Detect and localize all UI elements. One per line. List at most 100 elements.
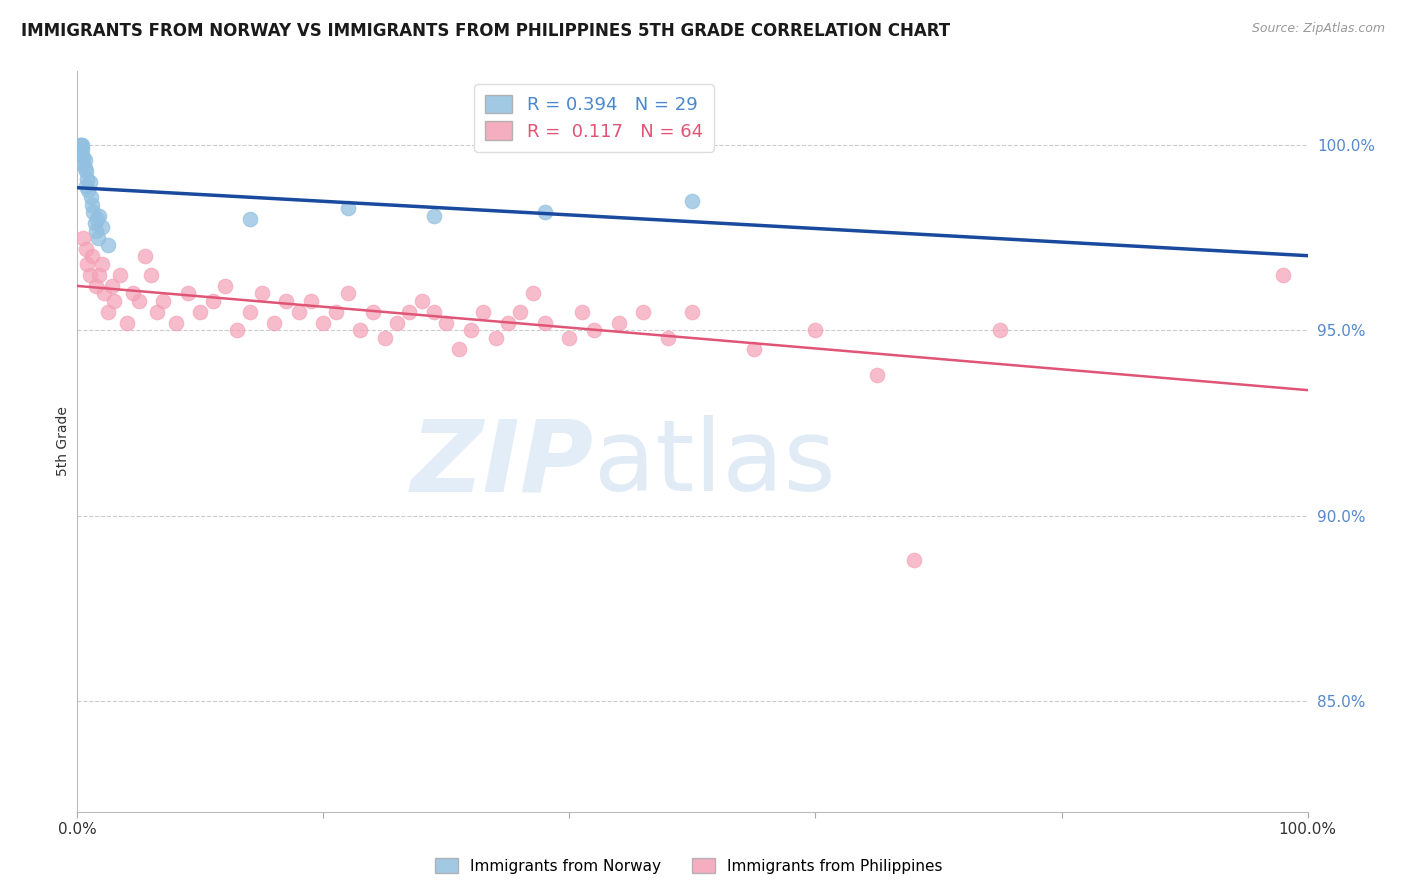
Point	[90, 219, 114, 234]
Text: Source: ZipAtlas.com: Source: ZipAtlas.com	[1251, 22, 1385, 36]
Point	[73, 153, 96, 168]
Point	[250, 286, 273, 301]
Point	[79, 268, 101, 282]
Point	[374, 331, 396, 345]
Point	[534, 205, 557, 219]
Point	[75, 164, 97, 178]
Point	[682, 194, 704, 208]
Point	[87, 231, 110, 245]
Point	[436, 316, 458, 330]
Point	[263, 316, 285, 330]
Point	[534, 316, 557, 330]
Point	[423, 305, 446, 319]
Point	[558, 331, 581, 345]
Point	[423, 209, 446, 223]
Point	[804, 324, 827, 338]
Point	[387, 316, 409, 330]
Point	[146, 305, 169, 319]
Point	[1272, 268, 1295, 282]
Point	[226, 324, 249, 338]
Y-axis label: 5th Grade: 5th Grade	[56, 407, 70, 476]
Point	[72, 157, 94, 171]
Text: atlas: atlas	[595, 416, 835, 512]
Point	[82, 250, 104, 264]
Point	[398, 305, 420, 319]
Point	[299, 293, 322, 308]
Point	[97, 238, 120, 252]
Point	[76, 171, 98, 186]
Point	[276, 293, 298, 308]
Point	[509, 305, 531, 319]
Point	[89, 209, 111, 223]
Point	[97, 305, 120, 319]
Point	[152, 293, 174, 308]
Point	[93, 286, 115, 301]
Point	[165, 316, 187, 330]
Point	[201, 293, 224, 308]
Point	[485, 331, 508, 345]
Point	[633, 305, 655, 319]
Point	[79, 176, 101, 190]
Point	[190, 305, 212, 319]
Point	[121, 286, 143, 301]
Point	[76, 257, 98, 271]
Point	[447, 342, 470, 356]
Point	[607, 316, 630, 330]
Text: IMMIGRANTS FROM NORWAY VS IMMIGRANTS FROM PHILIPPINES 5TH GRADE CORRELATION CHAR: IMMIGRANTS FROM NORWAY VS IMMIGRANTS FRO…	[21, 22, 950, 40]
Point	[312, 316, 335, 330]
Point	[77, 183, 100, 197]
Point	[89, 268, 111, 282]
Point	[337, 286, 360, 301]
Point	[742, 342, 765, 356]
Point	[239, 305, 262, 319]
Point	[288, 305, 311, 319]
Point	[70, 145, 93, 160]
Point	[657, 331, 679, 345]
Point	[349, 324, 371, 338]
Point	[80, 190, 103, 204]
Point	[337, 202, 360, 216]
Point	[325, 305, 347, 319]
Point	[90, 257, 114, 271]
Point	[239, 212, 262, 227]
Point	[583, 324, 606, 338]
Point	[82, 197, 104, 211]
Point	[128, 293, 150, 308]
Point	[141, 268, 163, 282]
Point	[75, 242, 97, 256]
Point	[115, 316, 138, 330]
Point	[70, 142, 93, 156]
Point	[460, 324, 482, 338]
Point	[134, 250, 156, 264]
Legend: Immigrants from Norway, Immigrants from Philippines: Immigrants from Norway, Immigrants from …	[429, 852, 949, 880]
Point	[472, 305, 495, 319]
Point	[110, 268, 132, 282]
Point	[903, 553, 925, 567]
Point	[86, 212, 108, 227]
Point	[75, 179, 97, 194]
Point	[72, 149, 94, 163]
Legend: R = 0.394   N = 29, R =  0.117   N = 64: R = 0.394 N = 29, R = 0.117 N = 64	[474, 84, 714, 152]
Point	[988, 324, 1011, 338]
Point	[103, 293, 125, 308]
Point	[101, 279, 124, 293]
Point	[69, 138, 91, 153]
Point	[84, 279, 107, 293]
Point	[682, 305, 704, 319]
Point	[496, 316, 519, 330]
Point	[571, 305, 593, 319]
Point	[866, 368, 889, 382]
Point	[70, 138, 93, 153]
Point	[83, 216, 105, 230]
Point	[522, 286, 544, 301]
Point	[72, 231, 94, 245]
Point	[411, 293, 433, 308]
Text: ZIP: ZIP	[411, 416, 595, 512]
Point	[84, 223, 107, 237]
Point	[73, 161, 96, 175]
Point	[214, 279, 236, 293]
Point	[70, 138, 93, 153]
Point	[82, 205, 104, 219]
Point	[361, 305, 384, 319]
Point	[177, 286, 200, 301]
